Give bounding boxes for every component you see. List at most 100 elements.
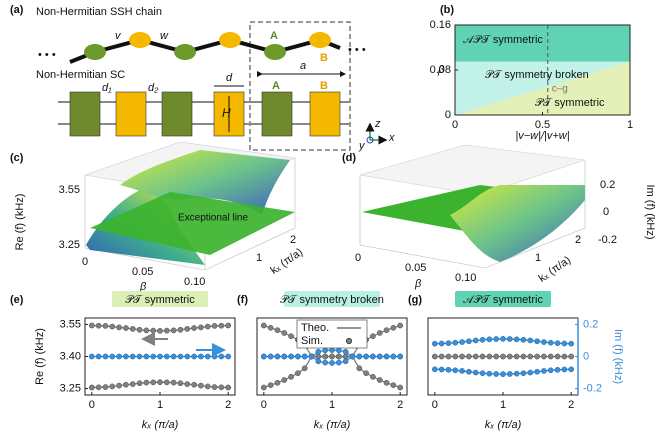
sim-point	[329, 353, 335, 360]
sim-point	[218, 353, 225, 360]
sim-point	[438, 340, 445, 347]
tick-label: 1	[256, 252, 262, 264]
sim-point	[363, 353, 369, 360]
sim-point	[356, 353, 363, 360]
sim-point	[163, 353, 170, 360]
dim-label: H	[222, 106, 231, 120]
sim-point	[109, 323, 116, 330]
site	[219, 32, 241, 48]
plane	[90, 192, 295, 255]
x-tick-label: 0	[432, 399, 438, 411]
chart-title: 𝒜𝒫𝒯 symmetric	[463, 294, 543, 306]
sim-point	[383, 327, 390, 334]
sim-point	[204, 353, 211, 360]
y2-tick-label: 0	[583, 350, 589, 362]
sim-point	[322, 347, 329, 354]
tick-label: 2	[290, 234, 296, 246]
sim-point	[438, 353, 445, 360]
tick-label: 3.25	[59, 239, 80, 251]
sim-point	[123, 325, 129, 331]
sim-point	[281, 330, 288, 336]
x-tick-label: 2	[225, 399, 231, 411]
sim-point	[390, 382, 397, 389]
panel-label: (c)	[10, 152, 24, 164]
legend-label: Theo.	[301, 322, 329, 334]
x-tick-label: 2	[568, 399, 574, 411]
sim-point	[274, 327, 281, 334]
sim-point	[397, 353, 404, 360]
sim-point	[342, 348, 349, 355]
sim-point	[541, 353, 547, 360]
y-axis-label: β	[437, 64, 445, 76]
sim-point	[315, 358, 322, 365]
panel-label: (f)	[237, 294, 248, 306]
ellipsis: • • •	[348, 44, 366, 56]
dim-label: d	[226, 72, 233, 84]
sc-title: Non-Hermitian SC	[36, 69, 125, 81]
sim-point	[376, 330, 383, 336]
x-tick-label: 1	[627, 119, 633, 131]
sim-point	[370, 333, 376, 340]
sim-point	[370, 373, 376, 380]
sim-point	[452, 339, 459, 346]
sim-point	[88, 353, 95, 360]
sim-point	[335, 353, 342, 360]
sim-point	[225, 322, 232, 329]
sim-point	[466, 368, 472, 375]
sim-point	[568, 366, 575, 373]
sim-point	[479, 353, 486, 360]
sim-point	[431, 353, 438, 360]
sim-point	[486, 353, 493, 360]
sim-point	[500, 353, 506, 360]
block-label: A	[272, 80, 280, 92]
legend-dot	[345, 337, 353, 345]
title-badge	[455, 291, 551, 307]
tick-label: 0.05	[405, 262, 426, 274]
sim-point	[459, 339, 465, 345]
sim-point	[506, 371, 513, 377]
chain	[69, 37, 341, 64]
ssh-title: Non-Hermitian SSH chain	[36, 6, 162, 18]
sim-point	[191, 325, 197, 331]
tick-label: 0	[355, 252, 361, 264]
sim-point	[493, 336, 500, 342]
sim-point	[561, 366, 568, 373]
x-tick-label: 0	[89, 399, 95, 411]
sim-point	[150, 379, 157, 386]
sim-point	[397, 322, 404, 329]
y2-axis-label: Im (f) (kHz)	[612, 329, 624, 384]
tick-label: 3.55	[59, 184, 80, 196]
sim-point	[184, 326, 191, 332]
panel-label: (e)	[10, 294, 24, 306]
sim-point	[267, 382, 274, 389]
sim-point	[157, 327, 163, 334]
sim-point	[445, 340, 452, 347]
sim-point	[486, 336, 493, 343]
sim-point	[397, 384, 404, 391]
resonator	[115, 91, 147, 137]
sim-point	[136, 326, 143, 333]
axis-y	[366, 136, 374, 144]
sim-point	[513, 353, 520, 360]
sim-point	[390, 324, 397, 331]
site	[264, 44, 286, 60]
region-label: 𝒫𝒯 symmetric	[535, 97, 605, 109]
chart-title: 𝒫𝒯 symmetry broken	[280, 294, 384, 306]
x-axis-label: kₓ (π/a)	[142, 419, 179, 431]
sim-point	[274, 379, 281, 386]
sim-point	[116, 324, 122, 331]
hop-label: v	[115, 30, 122, 42]
sim-point	[143, 327, 150, 334]
sim-point	[561, 353, 568, 360]
sim-point	[143, 353, 150, 360]
sim-point	[295, 353, 301, 360]
sim-point	[466, 353, 472, 360]
tick-label: 0.10	[184, 276, 205, 288]
sim-point	[459, 368, 465, 374]
site-label: A	[270, 30, 278, 42]
axis-label: β	[139, 281, 147, 293]
axis-label: z	[374, 118, 381, 130]
region-pt	[455, 61, 630, 115]
sim-point	[218, 322, 225, 329]
